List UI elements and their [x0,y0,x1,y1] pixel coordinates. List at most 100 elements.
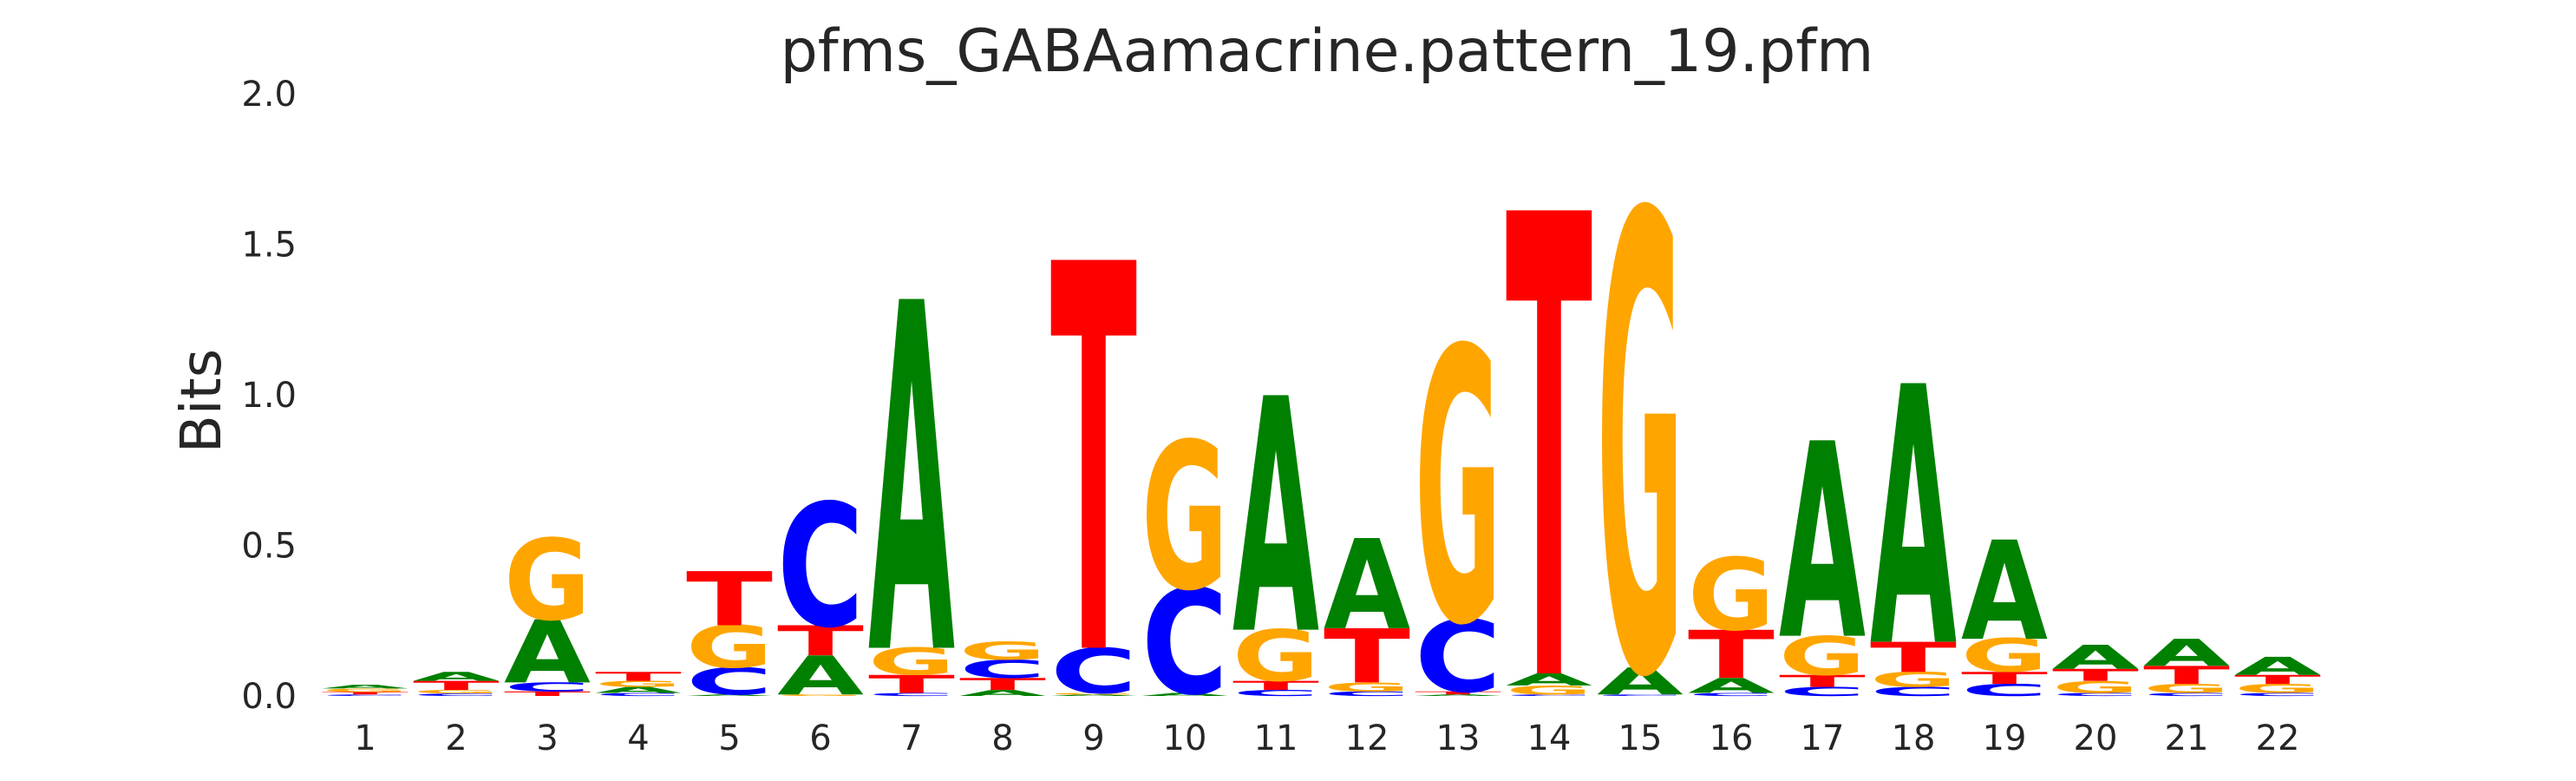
y-axis-ticks: 0.0 0.5 1.0 1.5 2.0 [241,75,297,717]
x-tick-label: 9 [1082,719,1104,758]
logo-letter-A: A [2052,639,2139,677]
logo-letter-A: A [1050,694,1137,697]
logo-letter-T: T [2052,666,2139,685]
x-tick-label: 13 [1436,719,1481,758]
x-tick-label: 18 [1892,719,1936,758]
logo-letter-G: G [1141,399,1228,635]
y-tick-label: 2.0 [241,75,297,115]
logo-letter-T: T [959,674,1046,693]
x-axis-ticks: 1 2 3 4 5 6 7 8 9 10 11 12 13 14 15 16 17 18 19 20 21 22 [354,719,2299,758]
logo-letter-T: T [322,692,409,695]
x-tick-label: 11 [1254,719,1298,758]
logo-letter-C: C [1141,559,1228,727]
logo-letter-C: C [1779,685,1866,699]
logo-letter-A: A [1688,674,1775,699]
chart-title: pfms_GABAamacrine.pattern_19.pfm [781,17,1874,86]
logo-letter-G: G [1688,537,1775,653]
logo-letter-C: C [413,692,500,696]
logo-letter-C: C [1050,635,1137,707]
logo-letter-A: A [595,686,682,695]
logo-letter-T: T [1232,679,1319,693]
x-tick-label: 7 [900,719,922,758]
logo-letter-C: C [2143,692,2230,698]
logo-letter-A: A [1415,694,1501,697]
x-tick-label: 6 [809,719,831,758]
logo-letter-G: G [1050,692,1137,695]
logo-letter-C: C [1961,680,2048,699]
x-tick-label: 22 [2256,719,2300,758]
logo-letter-C: C [1415,600,1501,715]
logo-letter-A: A [1870,314,1958,726]
logo-letter-C: C [1870,685,1957,699]
logo-letter-G: G [777,694,864,697]
x-tick-label: 4 [627,719,649,758]
logo-letter-G: G [1415,271,1501,708]
logo-letter-G: G [322,687,409,693]
logo-letter-A: A [322,684,409,690]
x-tick-label: 1 [354,719,376,758]
logo-letter-T: T [1961,668,2048,687]
logo-letter-C: C [1597,694,1684,697]
logo-letter-A: A [1506,670,1592,689]
logo-letter-T: T [595,669,682,684]
x-tick-label: 20 [2074,719,2118,758]
logo-letter-G: G [413,689,500,695]
logo-letter-G: G [1324,680,1410,694]
x-tick-label: 5 [718,719,740,758]
logo-letter-T: T [1779,672,1866,691]
logo-letter-T: T [2143,661,2230,690]
logo-letter-C: C [777,469,864,666]
logo-letter-C: C [1688,692,1775,698]
logo-letter-C: C [2234,692,2321,698]
logo-letter-A: A [413,669,500,684]
logo-letter-G: G [2234,682,2321,696]
logo-letter-A: A [1597,660,1684,704]
x-tick-label: 15 [1618,719,1663,758]
logo-letter-T: T [1870,633,1957,681]
logo-letter-G: G [959,637,1046,666]
logo-letter-A: A [2143,632,2230,675]
y-tick-label: 1.0 [241,376,297,416]
x-tick-label: 3 [536,719,558,758]
logo-letter-T: T [1050,154,1138,774]
logo-letter-G: G [1597,87,1684,781]
logo-letter-G: G [1870,668,1957,692]
logo-letter-T: T [504,690,591,697]
logo-letter-T: T [1415,691,1501,696]
logo-letter-T: T [2234,673,2321,687]
logo-letter-A: A [1324,515,1410,659]
logo-letter-G: G [2052,678,2139,697]
x-tick-label: 14 [1527,719,1572,758]
logo-letter-C: C [2052,692,2139,698]
logo-letter-A: A [1961,513,2048,671]
logo-letter-T: T [413,679,500,693]
y-axis-label: Bits [170,349,234,453]
x-tick-label: 19 [1983,719,2027,758]
logo-letter-C: C [1232,688,1319,698]
logo-letter-G: G [1961,630,2048,683]
logo-letter-A: A [868,205,956,762]
x-tick-label: 17 [1801,719,1845,758]
logo-letter-G: G [504,516,591,646]
logo-letter-A: A [959,688,1046,698]
logo-letter-C: C [868,692,955,698]
logo-letter-A: A [777,645,864,707]
logo-letter-A: A [1779,387,1866,699]
logo-letter-C: C [322,694,409,697]
y-tick-label: 0.0 [241,677,297,717]
y-tick-label: 1.5 [241,226,297,266]
logo-letter-T: T [1506,85,1593,781]
x-tick-label: 2 [445,719,467,758]
y-tick-label: 0.5 [241,527,297,567]
logo-letter-C: C [1506,694,1592,697]
logo-letter-T: T [1688,617,1775,694]
x-tick-label: 8 [991,719,1013,758]
logo-letter-C: C [959,655,1046,684]
logo-letter-T: T [777,617,864,665]
logo-letter-T: T [686,557,773,643]
logo-letter-A: A [1232,331,1320,706]
logo-letter-A: A [1141,692,1228,698]
logo-letter-T: T [1324,614,1410,700]
